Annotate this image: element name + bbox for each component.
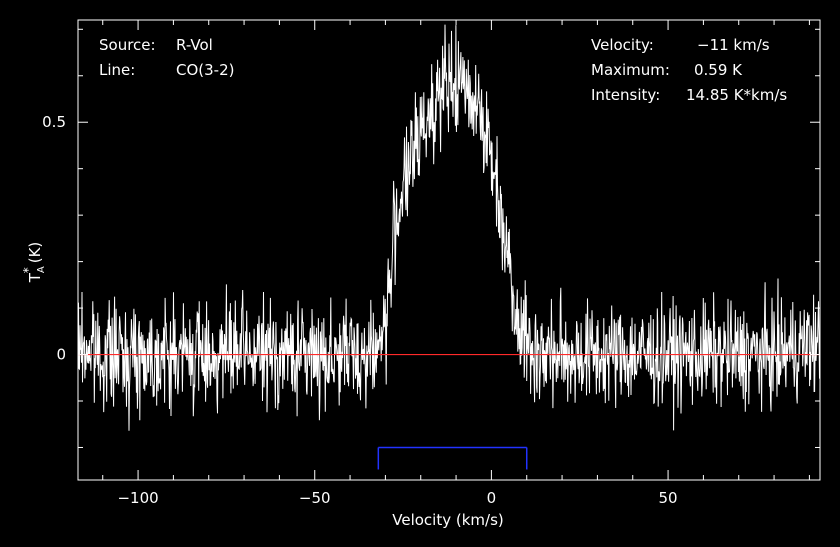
plot-frame-rect bbox=[77, 19, 821, 481]
y-axis-label-sub: A bbox=[36, 266, 47, 273]
spectrum-series bbox=[77, 24, 821, 431]
x-tick-label: −50 bbox=[299, 489, 331, 507]
y-tick-label: 0 bbox=[56, 346, 66, 364]
velocity-key: Velocity: bbox=[591, 36, 654, 54]
source-key: Source: bbox=[99, 36, 156, 54]
overlays bbox=[78, 353, 820, 470]
line-key: Line: bbox=[99, 61, 135, 79]
x-tick-label: 0 bbox=[487, 489, 497, 507]
spectrum-line bbox=[77, 24, 821, 431]
y-axis-label-unit: (K) bbox=[26, 242, 44, 264]
y-tick-label: 0.5 bbox=[42, 113, 66, 131]
plot-frame bbox=[77, 19, 821, 481]
line-value: CO(3-2) bbox=[176, 61, 234, 79]
x-tick-label: 50 bbox=[659, 489, 678, 507]
x-axis-label: Velocity (km/s) bbox=[392, 511, 503, 529]
intensity-key: Intensity: bbox=[591, 86, 660, 104]
y-axis-label: TA* (K) bbox=[21, 242, 47, 284]
info-left: Source: R-Vol Line: CO(3-2) bbox=[99, 36, 234, 79]
source-value: R-Vol bbox=[176, 36, 213, 54]
axis-ticks: −100 −50 0 50 0 0.5 bbox=[42, 20, 820, 507]
info-right: Velocity: −11 km/s Maximum: 0.59 K Inten… bbox=[591, 36, 787, 104]
y-axis-label-sup: * bbox=[21, 267, 35, 273]
svg-text:TA*(K): TA* (K) bbox=[21, 242, 47, 284]
intensity-value: 14.85 K*km/s bbox=[686, 86, 787, 104]
x-tick-label: −100 bbox=[117, 489, 158, 507]
y-axis-label-main: T bbox=[26, 272, 44, 283]
maximum-key: Maximum: bbox=[591, 61, 670, 79]
velocity-value: −11 km/s bbox=[697, 36, 770, 54]
maximum-value: 0.59 K bbox=[694, 61, 743, 79]
